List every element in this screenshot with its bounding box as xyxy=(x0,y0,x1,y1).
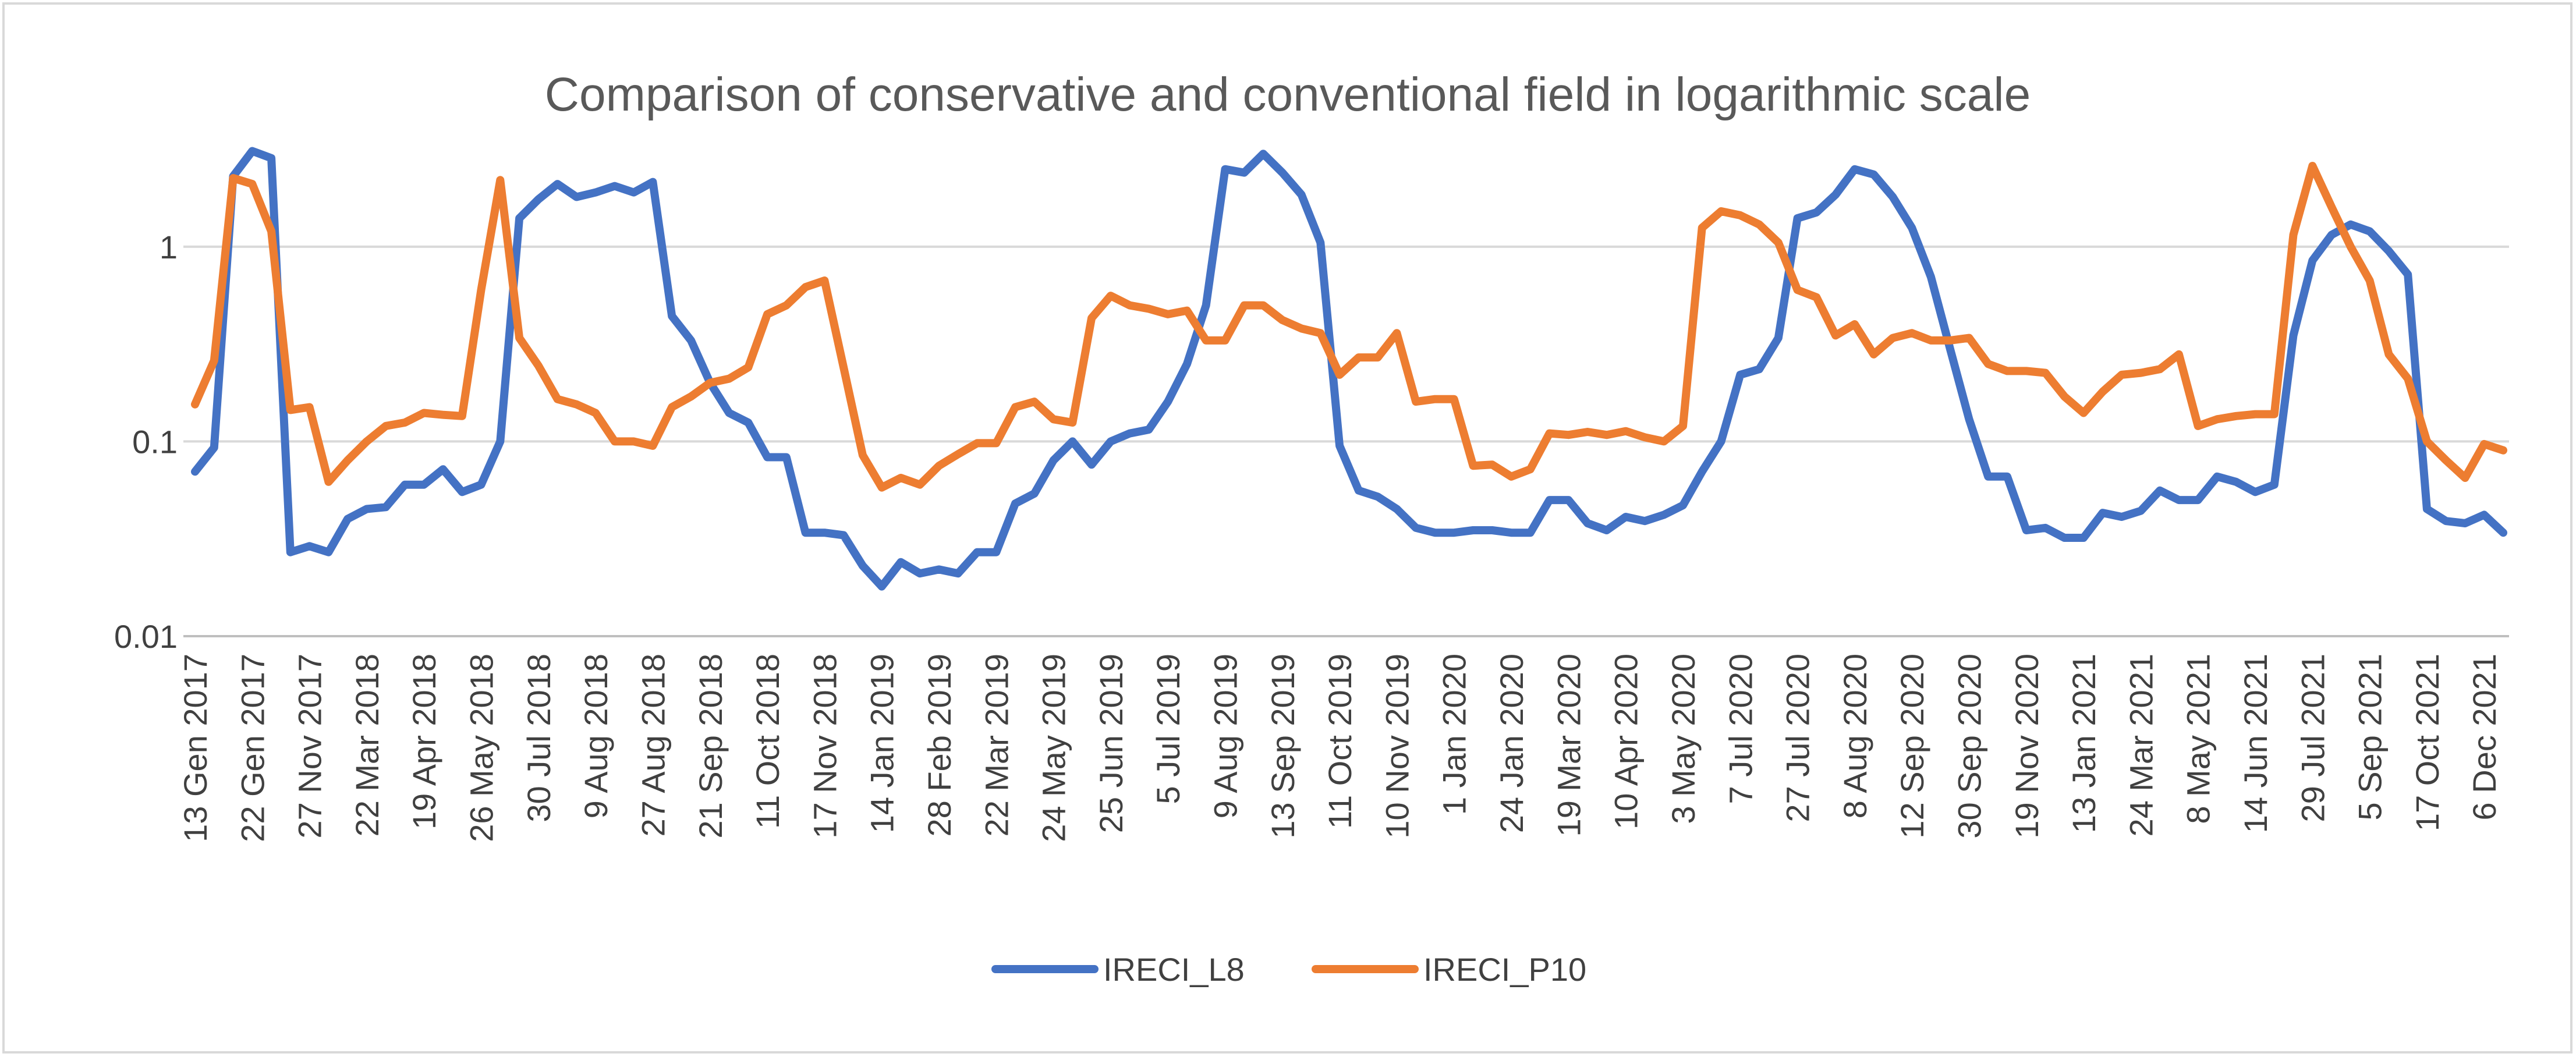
chart-title: Comparison of conservative and conventio… xyxy=(545,68,2031,121)
y-tick-labels: 0.01 0.1 1 xyxy=(114,229,178,655)
y-tick-label: 0.1 xyxy=(132,423,178,460)
x-tick-label: 11 Oct 2018 xyxy=(749,654,786,829)
x-tick-label: 10 Nov 2019 xyxy=(1379,654,1415,839)
x-tick-label: 5 Sep 2021 xyxy=(2352,654,2389,820)
x-tick-label: 24 Jan 2020 xyxy=(1493,654,1530,833)
x-tick-label: 9 Aug 2018 xyxy=(577,654,614,818)
x-tick-labels: 13 Gen 2017 22 Gen 2017 27 Nov 2017 22 Mar … xyxy=(177,654,2503,842)
x-tick-label: 21 Sep 2018 xyxy=(692,654,729,839)
series-line-ireci-p10 xyxy=(191,162,2507,492)
x-tick-label: 9 Aug 2019 xyxy=(1207,654,1244,818)
x-tick-label: 11 Oct 2019 xyxy=(1321,654,1358,829)
x-tick-label: 19 Apr 2018 xyxy=(406,654,442,829)
x-tick-label: 3 May 2020 xyxy=(1665,654,1702,824)
series-lines xyxy=(191,147,2507,591)
x-tick-label: 14 Jan 2019 xyxy=(864,654,901,833)
x-tick-label: 24 May 2019 xyxy=(1036,654,1072,842)
x-tick-label: 30 Sep 2020 xyxy=(1951,654,1987,839)
x-tick-label: 13 Gen 2017 xyxy=(177,654,214,842)
x-tick-label: 22 Gen 2017 xyxy=(234,654,271,842)
x-tick-label: 8 Aug 2020 xyxy=(1837,654,1873,818)
x-tick-label: 1 Jan 2020 xyxy=(1436,654,1473,815)
x-tick-label: 19 Nov 2020 xyxy=(2008,654,2045,839)
x-tick-label: 30 Jul 2018 xyxy=(520,654,557,822)
x-tick-label: 10 Apr 2020 xyxy=(1608,654,1645,829)
x-tick-label: 27 Jul 2020 xyxy=(1780,654,1816,822)
x-tick-label: 5 Jul 2019 xyxy=(1150,654,1186,804)
x-tick-label: 12 Sep 2020 xyxy=(1894,654,1930,839)
legend-label: IRECI_L8 xyxy=(1103,951,1245,988)
x-tick-label: 28 Feb 2019 xyxy=(921,654,958,836)
x-tick-label: 7 Jul 2020 xyxy=(1722,654,1759,804)
x-tick-label: 27 Nov 2017 xyxy=(292,654,328,839)
x-tick-label: 17 Oct 2021 xyxy=(2409,654,2446,831)
legend-label: IRECI_P10 xyxy=(1423,951,1586,988)
legend: IRECI_L8 IRECI_P10 xyxy=(991,951,1586,988)
x-tick-label: 29 Jul 2021 xyxy=(2294,654,2331,822)
x-tick-label: 19 Mar 2020 xyxy=(1550,654,1587,836)
x-tick-label: 13 Sep 2019 xyxy=(1264,654,1301,839)
x-tick-label: 13 Jan 2021 xyxy=(2065,654,2102,833)
y-tick-label: 0.01 xyxy=(114,618,178,655)
x-tick-label: 22 Mar 2018 xyxy=(349,654,385,836)
x-tick-label: 24 Mar 2021 xyxy=(2123,654,2159,836)
y-tick-label: 1 xyxy=(160,229,178,265)
x-tick-label: 26 May 2018 xyxy=(463,654,500,842)
x-tick-label: 8 May 2021 xyxy=(2180,654,2217,824)
grid-lines xyxy=(183,245,2509,637)
x-tick-label: 17 Nov 2018 xyxy=(806,654,843,839)
x-tick-label: 25 Jun 2019 xyxy=(1093,654,1129,833)
x-tick-label: 14 Jun 2021 xyxy=(2237,654,2274,833)
x-tick-label: 22 Mar 2019 xyxy=(978,654,1015,836)
series-line-ireci-l8 xyxy=(191,147,2507,591)
x-tick-label: 6 Dec 2021 xyxy=(2466,654,2503,820)
x-tick-label: 27 Aug 2018 xyxy=(635,654,671,837)
